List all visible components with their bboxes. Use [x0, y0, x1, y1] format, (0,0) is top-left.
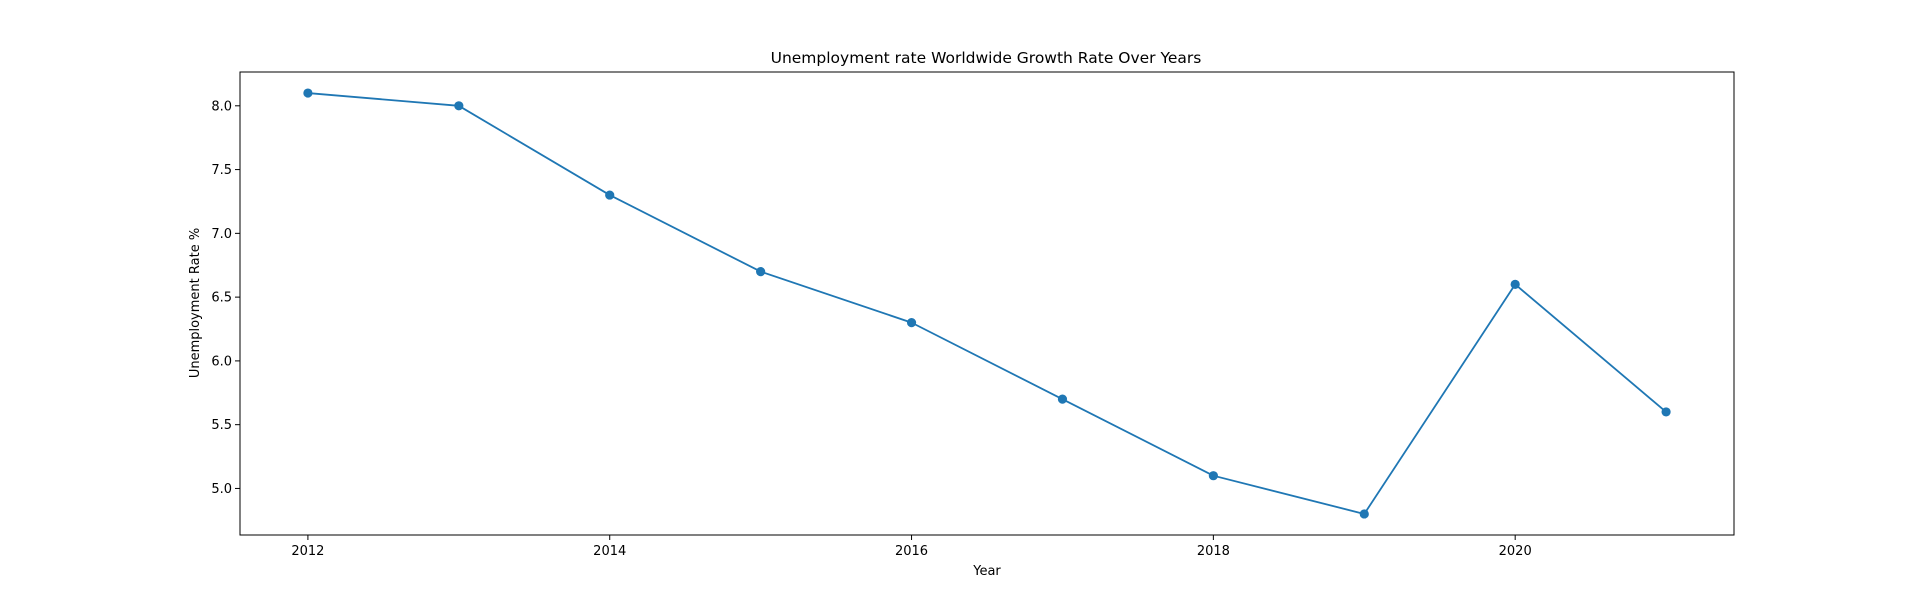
y-axis-label: Unemployment Rate %	[188, 228, 203, 378]
y-tick-label: 7.5	[211, 163, 232, 178]
data-point	[1359, 509, 1369, 519]
x-axis: 2012 2014 2016 2018 2020	[291, 535, 1532, 559]
x-tick-label: 2012	[291, 544, 324, 559]
x-tick-label: 2014	[593, 544, 626, 559]
data-point	[303, 88, 313, 98]
series-layer	[303, 88, 1671, 519]
y-tick-label: 5.0	[211, 482, 232, 497]
series-line	[307, 92, 1667, 515]
y-tick-label: 8.0	[211, 99, 232, 114]
data-point	[756, 267, 766, 277]
x-tick-label: 2016	[895, 544, 928, 559]
plot-frame	[239, 71, 1735, 536]
chart-title: Unemployment rate Worldwide Growth Rate …	[771, 49, 1202, 67]
data-point	[605, 190, 615, 200]
data-point	[1661, 407, 1671, 417]
x-tick-label: 2020	[1499, 544, 1532, 559]
data-point	[1208, 471, 1218, 481]
data-point	[1510, 279, 1520, 289]
y-tick-label: 7.0	[211, 227, 232, 242]
y-tick-label: 6.0	[211, 354, 232, 369]
data-point	[1057, 394, 1068, 404]
y-tick-label: 6.5	[211, 291, 232, 306]
x-axis-label: Year	[972, 564, 1001, 579]
data-point	[454, 101, 464, 111]
y-axis: 5.0 5.5 6.0 6.5 7.0 7.5 8.0	[211, 99, 240, 497]
plot-area	[239, 71, 1735, 536]
x-tick-label: 2018	[1197, 544, 1230, 559]
y-tick-label: 5.5	[211, 418, 232, 433]
data-point	[906, 318, 917, 328]
